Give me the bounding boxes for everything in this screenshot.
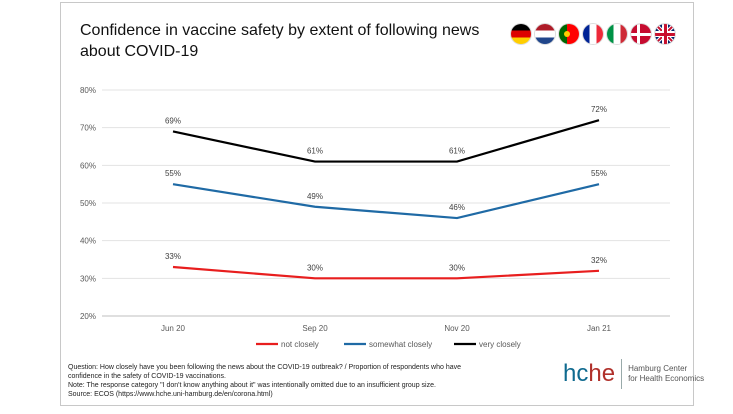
netherlands-flag-icon [535,24,555,44]
logo-text: Hamburg Center for Health Economics [628,364,705,383]
data-label: 55% [591,169,607,178]
data-label: 69% [165,116,181,125]
logo-divider [621,359,623,389]
portugal-flag-icon [559,24,579,44]
y-tick-label: 50% [80,199,96,208]
x-tick-label: Sep 20 [302,324,328,333]
series-line-somewhat-closely [172,183,600,220]
denmark-flag-icon [631,24,651,44]
data-label: 61% [307,147,323,156]
series-line-not-closely [172,265,600,280]
legend-label: very closely [479,340,521,349]
category-note: Note: The response category "I don't kno… [68,382,436,389]
italy-flag-icon [607,24,627,44]
data-label: 30% [449,263,465,272]
chart-frame [60,2,694,406]
legend-label: somewhat closely [369,340,432,349]
footnotes: Question: How closely have you been foll… [68,363,488,399]
germany-flag-icon [511,24,531,44]
logo-mark: hche [563,360,616,387]
chart-title: Confidence in vaccine safety by extent o… [80,22,480,60]
data-label: 72% [591,105,607,114]
question-note: Question: How closely have you been foll… [68,364,462,380]
y-tick-label: 30% [80,274,96,283]
data-label: 55% [165,169,181,178]
data-label: 61% [449,147,465,156]
data-label: 30% [307,263,323,272]
x-tick-label: Nov 20 [444,324,470,333]
uk-flag-icon [655,24,675,44]
data-label: 33% [165,252,181,261]
x-tick-label: Jun 20 [161,324,186,333]
y-tick-label: 80% [80,86,96,95]
line-chart: 20% 30% 40% 50% 60% 70% 80% Jun 20 Sep 20 Nov 20 J… [80,86,670,349]
y-tick-label: 60% [80,161,96,170]
y-tick-label: 40% [80,237,96,246]
flag-row [511,24,675,44]
y-tick-label: 70% [80,124,96,133]
france-flag-icon [583,24,603,44]
series-line-very-closely [172,119,600,163]
data-label: 46% [449,203,465,212]
hche-logo: hche Hamburg Center for Health Economics [563,359,704,389]
source-note: Source: ECOS (https://www.hche.uni-hambu… [68,391,273,398]
data-label: 32% [591,256,607,265]
x-tick-label: Jan 21 [587,324,612,333]
legend-label: not closely [281,340,319,349]
y-tick-label: 20% [80,312,96,321]
data-label: 49% [307,192,323,201]
